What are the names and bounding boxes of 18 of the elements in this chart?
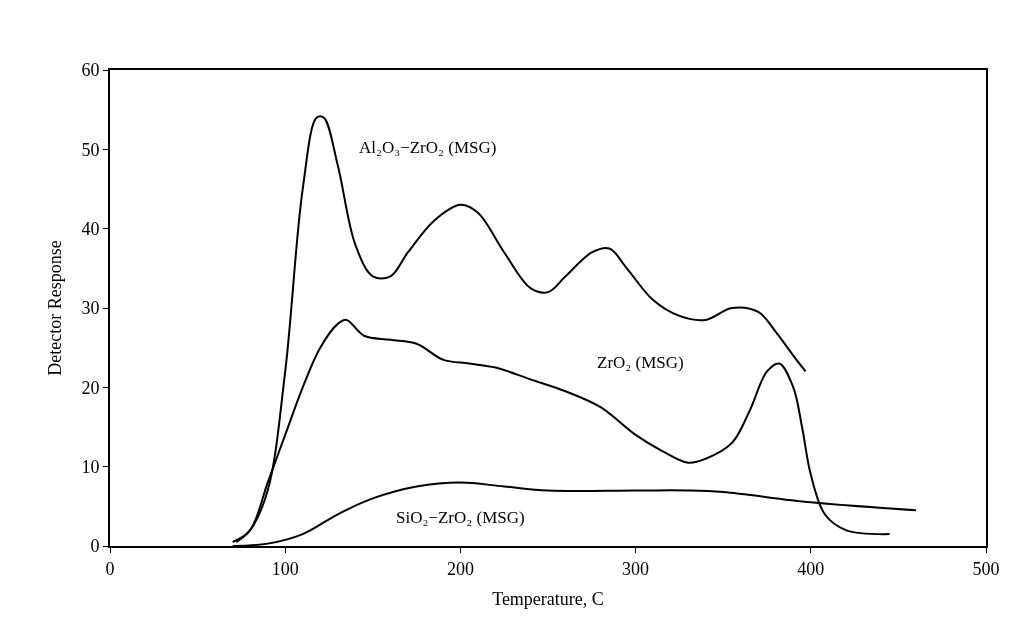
x-tick-label: 300: [622, 558, 650, 579]
y-axis-title: Detector Response: [45, 240, 66, 376]
x-tick-label: 500: [972, 558, 1000, 579]
y-tick-label: 60: [81, 60, 100, 81]
y-tick-label: 40: [81, 218, 100, 239]
x-tick-label: 400: [797, 558, 825, 579]
series-label: ZrO₂ (MSG): [597, 353, 684, 372]
y-tick-label: 30: [81, 298, 100, 319]
series-label: SiO₂−ZrO₂ (MSG): [396, 508, 525, 527]
x-tick-label: 0: [105, 558, 115, 579]
series-label: Al₂O₃−ZrO₂ (MSG): [359, 138, 497, 157]
x-axis-title: Temperature, C: [492, 589, 604, 610]
y-tick-label: 20: [81, 377, 100, 398]
y-tick-label: 10: [81, 456, 100, 477]
x-tick-label: 200: [446, 558, 474, 579]
y-tick-label: 50: [81, 139, 100, 160]
x-tick-label: 100: [271, 558, 299, 579]
y-tick-label: 0: [90, 536, 100, 557]
